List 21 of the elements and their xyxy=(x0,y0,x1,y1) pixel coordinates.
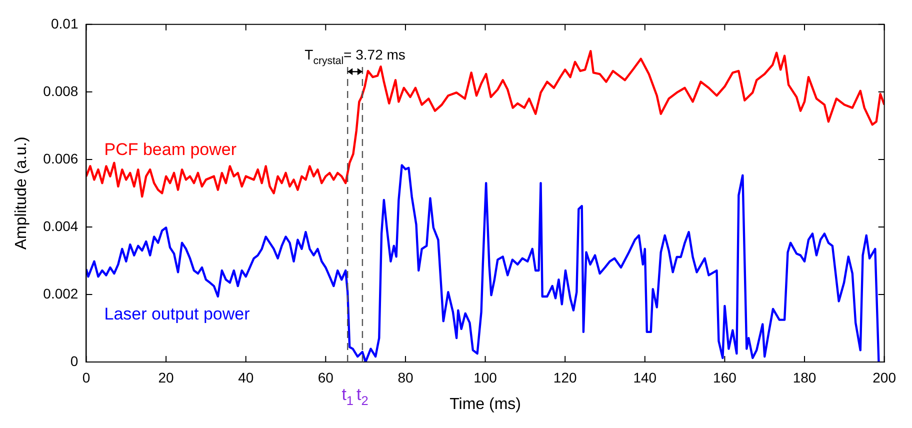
y-tick-label: 0.006 xyxy=(43,150,78,166)
x-tick-label: 60 xyxy=(318,369,334,386)
y-tick-label: 0 xyxy=(70,352,78,369)
series-label: Laser output power xyxy=(104,304,250,324)
x-tick-label: 180 xyxy=(792,369,816,386)
y-tick-label: 0.002 xyxy=(43,285,78,302)
y-axis-title: Amplitude (a.u.) xyxy=(13,136,30,250)
y-tick-label: 0.01 xyxy=(50,15,78,32)
y-tick-label: 0.004 xyxy=(43,218,78,234)
x-tick-label: 200 xyxy=(872,369,896,386)
series-label: PCF beam power xyxy=(104,140,237,160)
x-tick-label: 160 xyxy=(713,369,737,386)
x-tick-label: 40 xyxy=(238,369,254,386)
x-tick-label: 140 xyxy=(633,369,657,386)
x-tick-label: 0 xyxy=(82,369,90,386)
x-tick-label: 80 xyxy=(398,369,414,386)
y-tick-label: 0.008 xyxy=(43,82,78,99)
x-tick-label: 100 xyxy=(474,369,498,386)
x-tick-label: 120 xyxy=(553,369,577,386)
x-tick-label: 20 xyxy=(158,369,174,386)
x-axis-title: Time (ms) xyxy=(450,396,521,413)
